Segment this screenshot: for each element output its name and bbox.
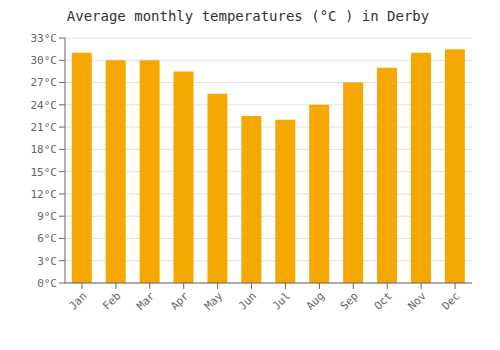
svg-text:Sep: Sep	[338, 289, 361, 312]
svg-text:24°C: 24°C	[31, 99, 58, 112]
svg-text:Oct: Oct	[372, 289, 395, 312]
svg-text:Aug: Aug	[304, 289, 327, 312]
svg-text:3°C: 3°C	[37, 255, 57, 268]
svg-text:6°C: 6°C	[37, 232, 57, 245]
svg-text:Nov: Nov	[406, 289, 430, 313]
svg-text:Jul: Jul	[270, 289, 293, 312]
svg-text:27°C: 27°C	[31, 76, 58, 89]
svg-text:Dec: Dec	[439, 289, 462, 312]
svg-text:May: May	[202, 289, 226, 313]
svg-text:30°C: 30°C	[31, 54, 58, 67]
svg-text:Jan: Jan	[66, 289, 89, 312]
svg-text:21°C: 21°C	[31, 121, 58, 134]
svg-text:18°C: 18°C	[31, 143, 58, 156]
svg-text:Apr: Apr	[168, 289, 192, 313]
svg-text:12°C: 12°C	[31, 188, 58, 201]
svg-text:33°C: 33°C	[31, 32, 58, 45]
html-text:Average monthly temperatures (: Average monthly temperatures (°C ) in De…	[66, 8, 430, 24]
svg-text:0°C: 0°C	[37, 277, 57, 290]
svg-text:Jun: Jun	[236, 289, 259, 312]
svg-text:Feb: Feb	[100, 289, 123, 312]
svg-text:Mar: Mar	[134, 289, 158, 313]
svg-text:9°C: 9°C	[37, 210, 57, 223]
svg-text:15°C: 15°C	[31, 166, 58, 179]
